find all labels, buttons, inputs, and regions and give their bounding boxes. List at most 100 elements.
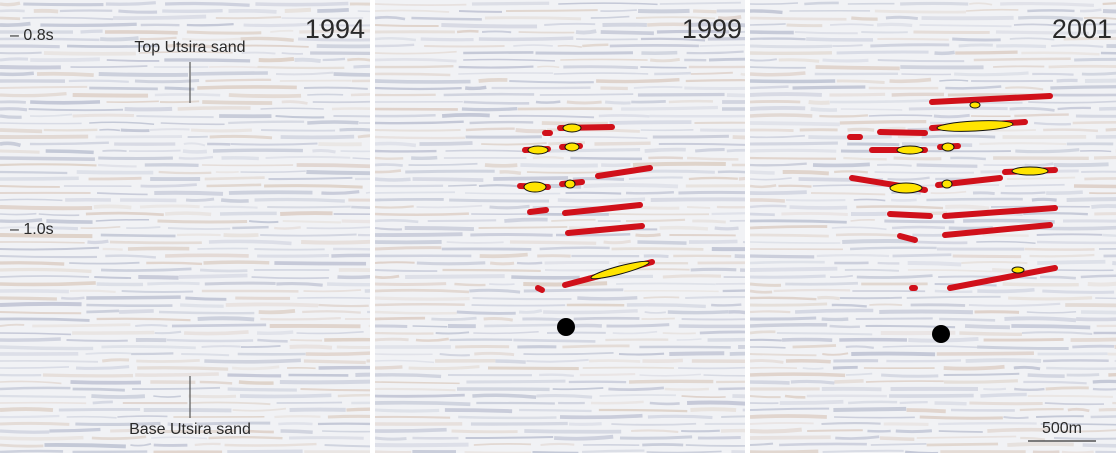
reflection — [829, 94, 885, 95]
reflection — [100, 38, 138, 39]
reflection — [375, 262, 415, 263]
reflection — [69, 263, 139, 264]
reflection — [693, 11, 716, 12]
reflection — [1057, 80, 1078, 81]
reflection — [1071, 339, 1116, 340]
reflection — [452, 431, 518, 432]
reflection — [848, 402, 897, 403]
reflection — [459, 11, 502, 12]
reflection — [76, 367, 129, 369]
reflection — [197, 248, 248, 249]
reflection — [59, 409, 140, 410]
reflection — [708, 339, 752, 340]
reflection — [159, 312, 254, 313]
reflection — [0, 283, 96, 285]
reflection — [229, 11, 277, 12]
reflection — [654, 73, 691, 74]
reflection — [34, 11, 58, 12]
reflection — [845, 270, 899, 271]
reflection — [689, 178, 738, 179]
reflection — [261, 130, 335, 131]
reflection — [493, 178, 568, 179]
reflection — [750, 11, 782, 12]
reflection — [209, 241, 292, 243]
reflection — [878, 60, 964, 61]
reflection — [1081, 276, 1116, 277]
reflection — [260, 108, 323, 109]
reflection — [419, 143, 472, 144]
reflection — [558, 199, 645, 201]
reflection — [869, 304, 902, 305]
reflection — [181, 354, 229, 355]
reflection — [690, 409, 736, 410]
reflection — [1021, 53, 1099, 54]
reflection — [566, 193, 622, 194]
year-label: 1994 — [305, 14, 365, 44]
reflection — [0, 53, 42, 54]
reflection — [0, 388, 70, 389]
reflection — [210, 136, 272, 137]
reflection — [458, 417, 556, 418]
reflection — [188, 396, 236, 397]
reflection — [596, 80, 679, 82]
reflection — [750, 123, 840, 124]
reflection — [86, 305, 172, 306]
reflection — [660, 228, 708, 229]
reflection — [480, 255, 528, 257]
reflection — [258, 67, 345, 68]
reflection — [633, 164, 726, 165]
reflection — [447, 242, 504, 243]
reflection — [0, 87, 87, 88]
reflection — [608, 388, 663, 390]
reflection — [73, 389, 125, 390]
reflection — [241, 346, 281, 347]
reflection — [1037, 262, 1105, 263]
reflection — [1025, 249, 1095, 250]
reflection — [442, 115, 490, 116]
reflection — [637, 242, 686, 243]
reflection — [1037, 242, 1116, 243]
reflection — [110, 242, 202, 243]
reflection — [459, 67, 534, 68]
reflection — [892, 94, 944, 95]
reflection — [285, 10, 311, 11]
reflection — [536, 53, 633, 54]
reflection — [119, 311, 154, 312]
reflection — [0, 269, 91, 271]
reflection — [290, 340, 322, 341]
reflection — [645, 312, 666, 313]
reflection — [413, 179, 484, 180]
reflection — [165, 213, 211, 214]
reflection — [267, 207, 351, 208]
reflection — [482, 31, 511, 32]
reflection — [102, 360, 129, 361]
reflection — [485, 18, 581, 19]
reflection — [375, 367, 402, 368]
reflection — [847, 129, 874, 130]
reflection — [880, 438, 914, 439]
reflection — [0, 178, 79, 179]
reflection — [540, 94, 633, 95]
reflection — [0, 451, 63, 452]
reflection — [591, 402, 644, 403]
reflection — [1014, 389, 1044, 390]
reflection — [473, 298, 572, 299]
reflection — [774, 290, 851, 291]
reflection — [0, 3, 20, 5]
reflection — [987, 430, 1050, 431]
reflection — [979, 143, 1066, 144]
reflection — [606, 325, 669, 326]
reflection — [955, 52, 1017, 53]
reflection — [0, 416, 59, 417]
reflection — [276, 284, 322, 286]
reflection — [750, 214, 775, 215]
reflection — [466, 437, 554, 438]
reflection — [157, 221, 247, 222]
reflection — [1054, 438, 1116, 439]
reflection — [141, 185, 197, 187]
reflection — [513, 340, 595, 341]
reflection — [1007, 444, 1073, 445]
reflection — [281, 137, 355, 138]
reflection — [996, 46, 1046, 47]
reflection — [750, 94, 822, 95]
